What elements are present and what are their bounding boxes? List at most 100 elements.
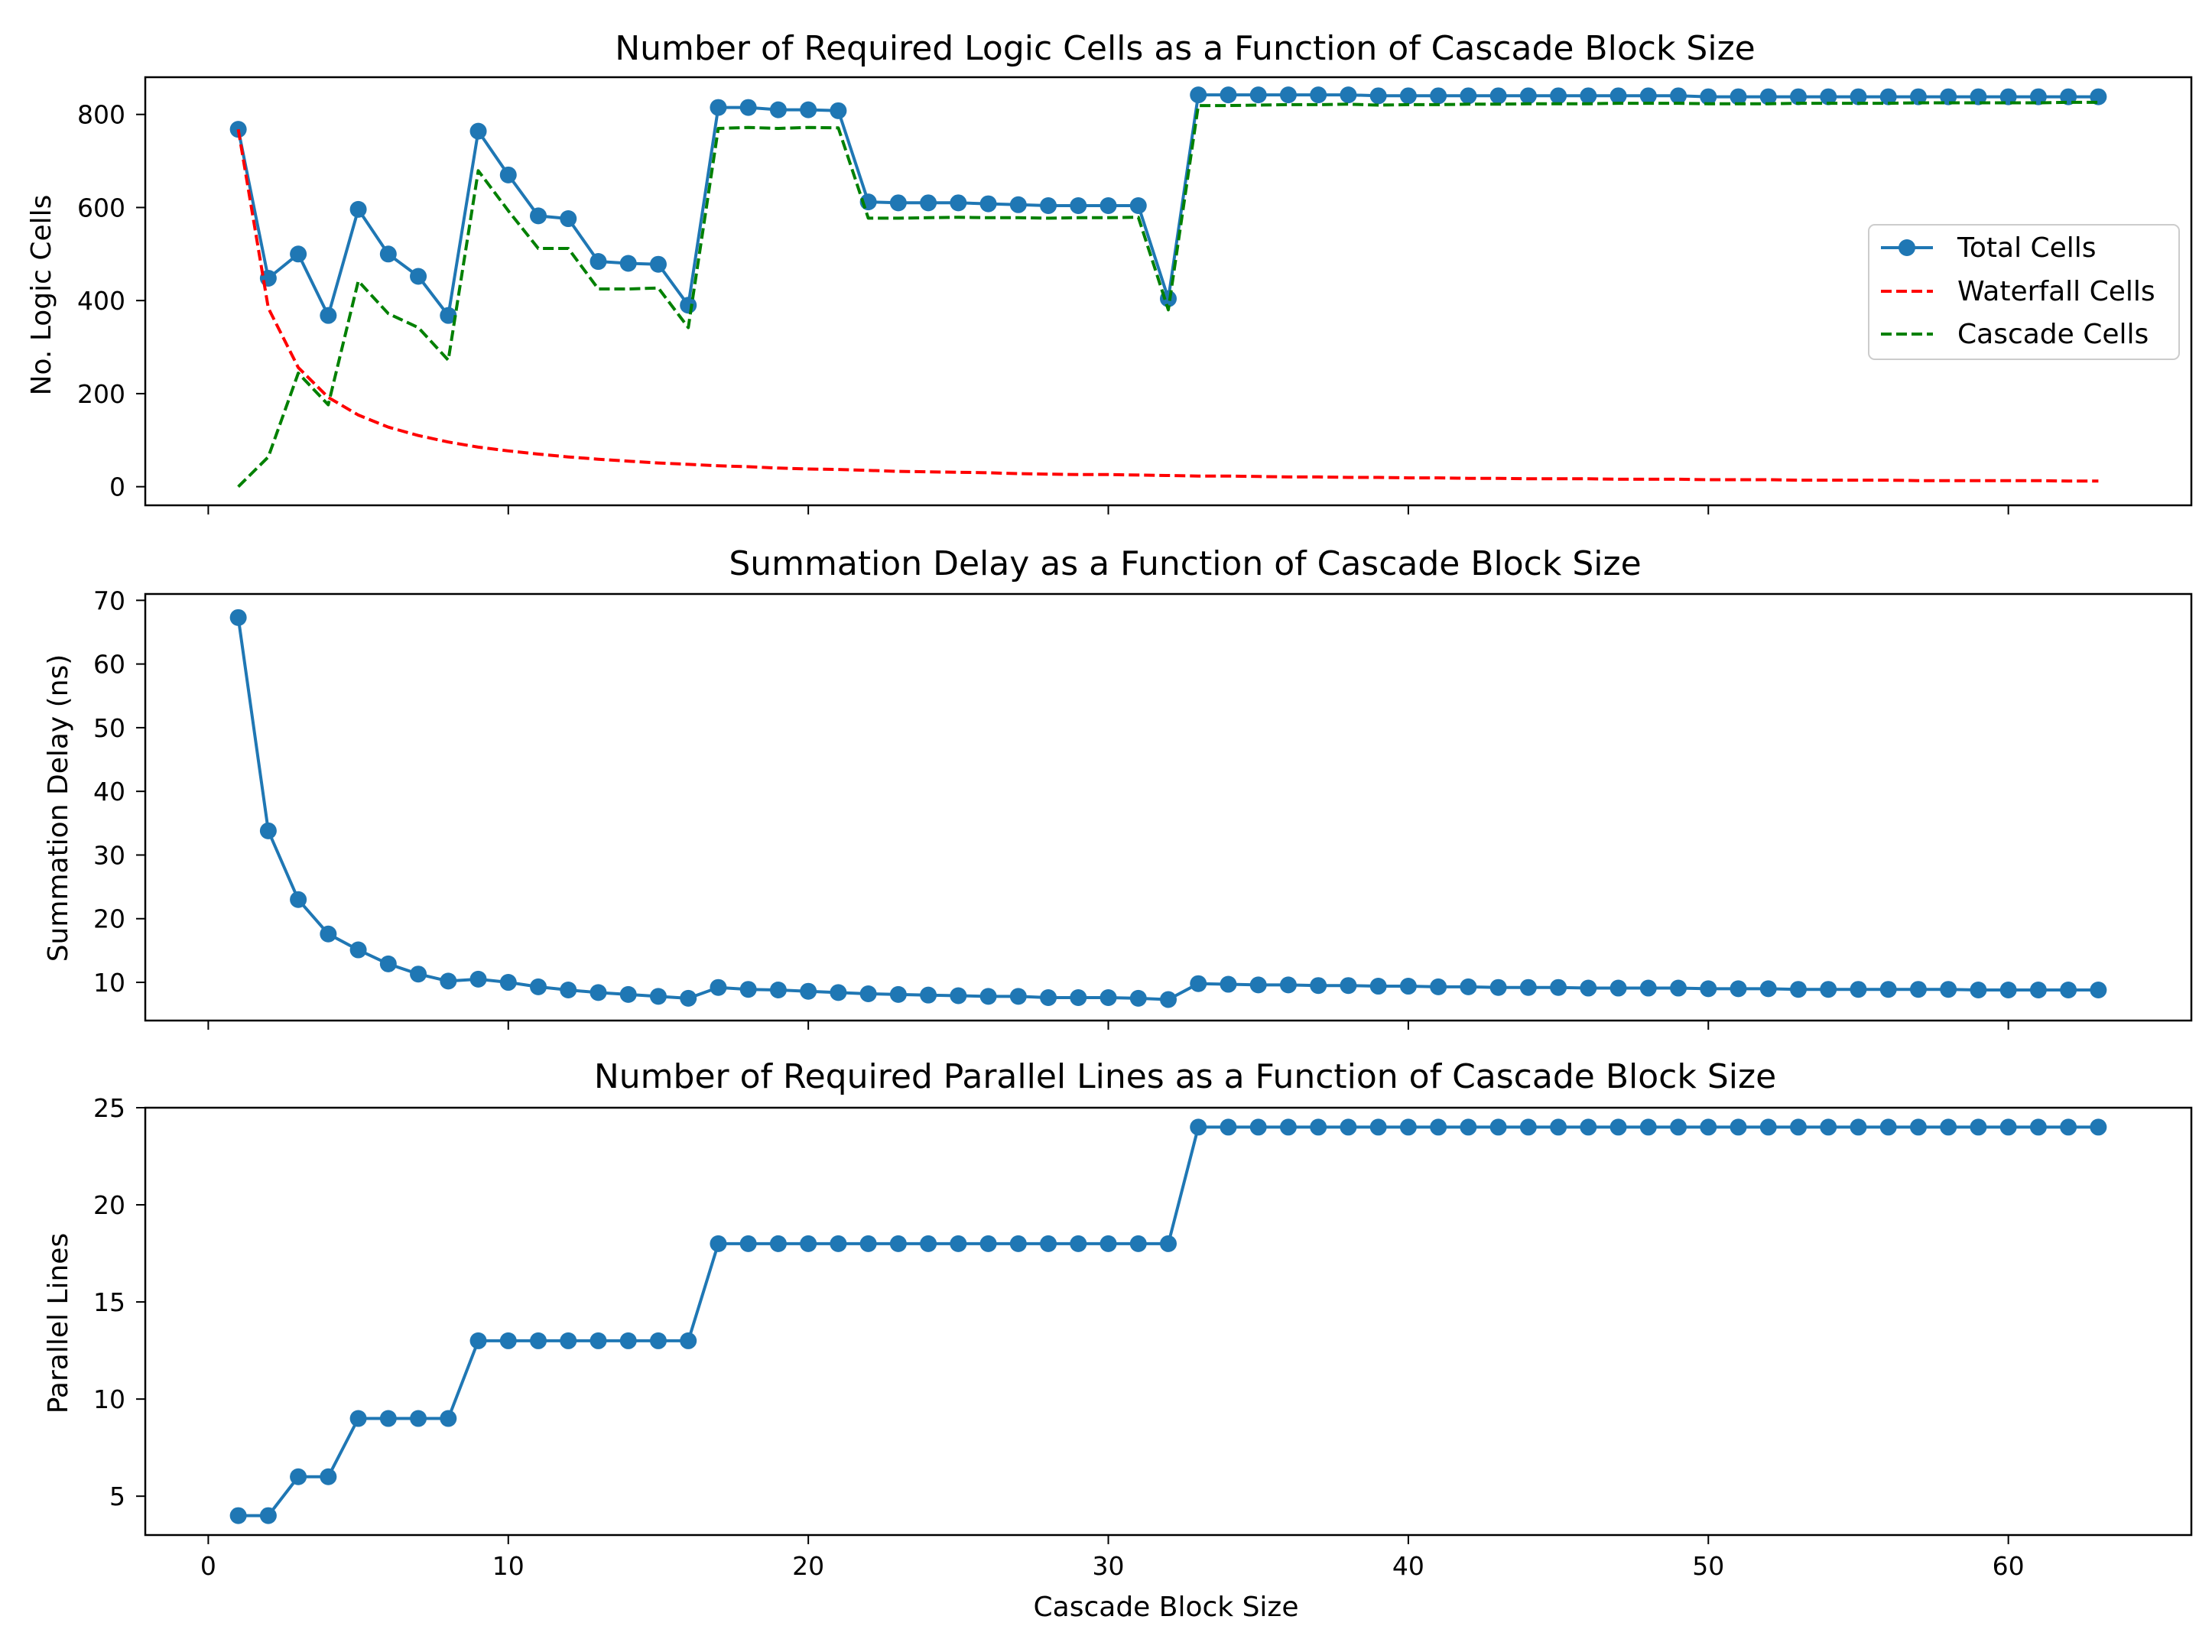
legend-total-marker-icon [1899,239,1915,256]
data-point [889,1235,907,1252]
data-point [1340,1118,1357,1136]
data-point [680,989,697,1007]
data-point [1040,1235,1057,1252]
data-point [440,307,457,324]
data-point [290,891,307,908]
data-point [1310,977,1327,995]
data-point [1009,196,1027,213]
legend-frame [1868,224,2180,360]
data-point [1970,1118,1987,1136]
data-point [1279,1118,1297,1136]
data-point [1550,1118,1567,1136]
data-point [710,979,727,996]
data-point [979,1235,997,1252]
data-point [1489,979,1507,996]
y-tick-label: 30 [93,840,125,870]
data-point [1670,979,1687,997]
data-point [1639,979,1657,997]
data-point [710,99,727,116]
y-tick-label: 20 [93,904,125,934]
data-point [1909,1118,1927,1136]
data-point [590,984,607,1001]
series-line [236,128,2099,483]
data-point [979,988,997,1005]
data-point [1129,197,1147,214]
data-point [1519,1118,1537,1136]
data-point [1940,1118,1957,1136]
data-point [1519,979,1537,996]
data-point [619,1332,637,1349]
data-point [499,1332,517,1349]
data-point [739,981,757,998]
y-tick-label: 10 [93,968,125,998]
data-point [1970,982,1987,999]
y-tick-label: 20 [93,1190,125,1220]
data-point [259,822,277,839]
data-point [1580,979,1597,997]
data-point [1100,1235,1117,1252]
data-point [830,1235,847,1252]
data-point [1279,976,1297,994]
axes-frame [144,1106,2193,1537]
data-point [1489,87,1507,105]
data-point [800,982,817,1000]
data-point [680,1332,697,1349]
logic-cells-plot-area: 0 200 400 600 800 [77,76,2193,514]
parallel-lines-title: Number of Required Parallel Lines as a F… [594,1057,1776,1096]
data-point [1759,1118,1777,1136]
summation-delay-ylabel: Summation Delay (ns) [43,654,74,962]
x-axis-label: Cascade Block Size [1034,1592,1299,1623]
data-point [1430,1118,1447,1136]
data-point [920,194,937,212]
data-point [1700,88,1717,105]
data-point [739,1235,757,1252]
data-point [769,982,787,999]
data-point [1489,1118,1507,1136]
axes-frame [144,592,2193,1022]
data-point [1850,88,1867,105]
y-tick-label: 5 [109,1482,125,1511]
data-point [859,1235,877,1252]
legend-total-label: Total Cells [1957,232,2097,264]
data-point [1700,980,1717,998]
data-point [950,1235,967,1252]
data-point [1789,88,1807,105]
data-point [440,1410,457,1427]
data-point [410,1410,427,1427]
data-point [1220,975,1237,993]
data-point [1940,981,1957,998]
data-point [1580,1118,1597,1136]
data-point [1820,981,1837,998]
y-tick-label: 600 [77,193,125,222]
data-point [1070,1235,1087,1252]
data-point [530,978,547,995]
data-point [1909,88,1927,105]
data-point [1670,1118,1687,1136]
data-point [950,987,967,1005]
y-tick-label: 400 [77,286,125,316]
data-point [1879,88,1897,105]
data-point [469,122,487,140]
data-point [680,297,697,314]
data-point [1369,978,1387,995]
data-point [1040,197,1057,214]
data-point [1820,1118,1837,1136]
data-point [530,207,547,225]
data-point [1789,1118,1807,1136]
data-point [1970,88,1987,105]
data-point [1249,86,1267,104]
data-point [499,166,517,183]
data-point [800,1235,817,1252]
x-tick-label: 60 [1993,1551,2025,1581]
data-point [830,984,847,1001]
data-point [1730,88,1747,105]
data-point [1070,989,1087,1007]
data-point [2060,982,2077,999]
y-tick-label: 70 [93,586,125,615]
data-point [1129,989,1147,1007]
data-point [1999,982,2017,999]
data-point [1460,87,1477,105]
summation-delay-title: Summation Delay as a Function of Cascade… [729,544,1641,583]
data-point [1940,88,1957,105]
